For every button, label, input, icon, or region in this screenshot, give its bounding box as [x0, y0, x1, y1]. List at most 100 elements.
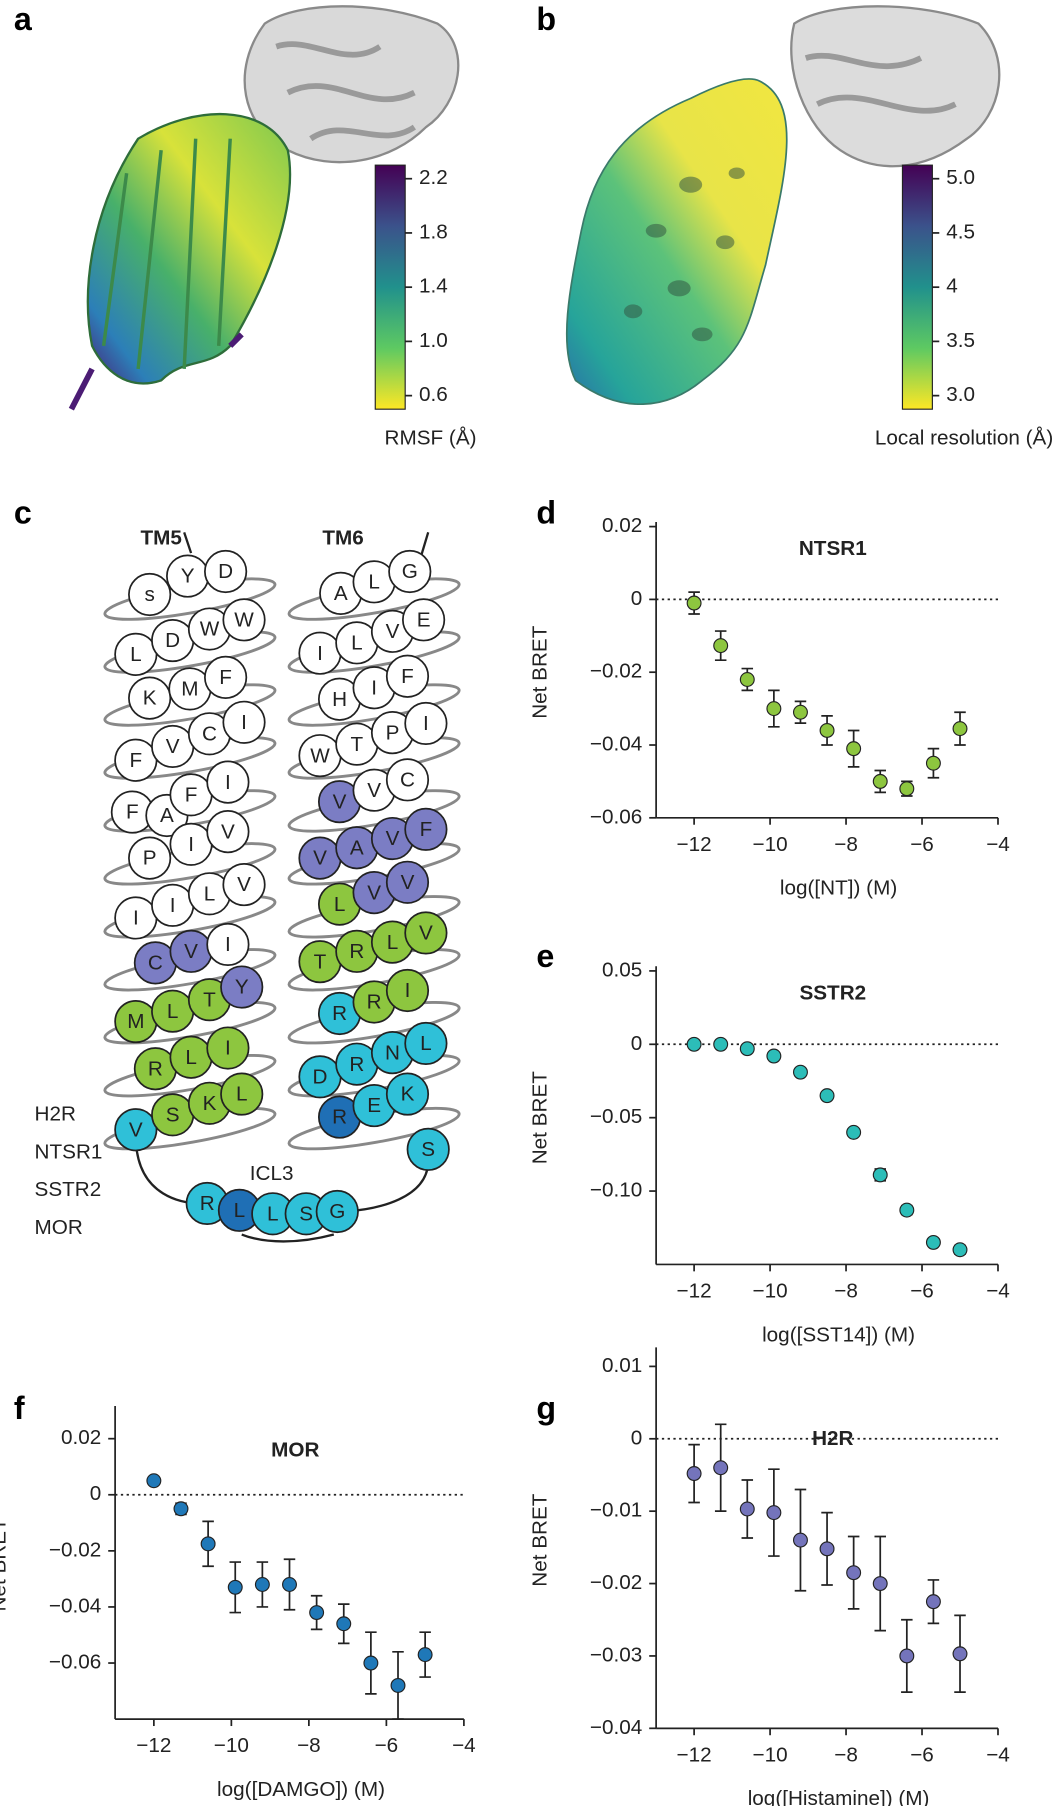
residue-letter: F	[130, 749, 143, 772]
colorbar-tick-label: 3.0	[946, 383, 975, 406]
residue-letter: P	[143, 847, 157, 870]
y-tick-label: 0	[631, 1032, 643, 1055]
residue-letter: V	[386, 827, 400, 850]
residue-letter: M	[127, 1010, 144, 1033]
residue-letter: V	[184, 940, 198, 963]
x-axis-label: log([SST14]) (M)	[762, 1323, 915, 1346]
residue-letter: I	[241, 711, 247, 734]
x-tick-label: −8	[834, 1280, 858, 1303]
data-point	[713, 1036, 729, 1052]
residue	[220, 1072, 264, 1116]
data-point	[766, 1505, 782, 1521]
residue-letter: T	[203, 988, 216, 1011]
x-tick-label: −10	[753, 833, 788, 856]
residue-letter: L	[368, 570, 380, 593]
residue-letter: L	[204, 882, 216, 905]
residue-letter: V	[401, 871, 415, 894]
residue	[206, 1026, 250, 1070]
y-tick-label: −0.02	[590, 660, 642, 683]
residue-letter: A	[160, 804, 174, 827]
residue	[404, 1021, 448, 1066]
residue-letter: C	[400, 768, 415, 791]
data-point	[925, 1594, 941, 1610]
data-point	[899, 781, 915, 797]
panel-label: c	[14, 495, 32, 531]
residue-letter: V	[129, 1118, 143, 1141]
chart-title: H2R	[812, 1427, 853, 1450]
x-tick-label: −12	[677, 1743, 712, 1766]
x-tick-label: −6	[910, 833, 934, 856]
residue	[204, 655, 248, 699]
residue	[114, 1108, 158, 1152]
colorbar-tick-label: 5.0	[946, 166, 975, 189]
panel-label: e	[536, 938, 554, 974]
residue-letter: D	[218, 560, 233, 583]
x-tick-label: −6	[910, 1743, 934, 1766]
residue	[404, 701, 448, 746]
data-point	[925, 1234, 941, 1250]
y-tick-label: −0.02	[49, 1538, 101, 1561]
residue-letter: A	[334, 582, 348, 605]
residue-letter: Y	[235, 976, 249, 999]
residue-letter: L	[351, 631, 363, 654]
residue-letter: F	[401, 665, 414, 688]
residue	[385, 1072, 430, 1116]
x-tick-label: −4	[986, 1743, 1010, 1766]
y-tick-label: −0.01	[590, 1499, 642, 1522]
y-tick-label: 0	[631, 587, 643, 610]
x-tick-label: −4	[452, 1734, 476, 1757]
residue-letter: L	[185, 1046, 197, 1069]
residue-letter: R	[349, 1053, 364, 1076]
panel-label: f	[14, 1390, 25, 1426]
residue	[128, 572, 172, 617]
colorbar-tick-label: 3.5	[946, 329, 975, 352]
colorbar-label: Local resolution (Å)	[875, 427, 1053, 450]
residue-letter: Y	[181, 565, 195, 588]
residue	[206, 760, 250, 804]
data-point	[766, 701, 782, 717]
residue-letter: K	[143, 687, 157, 710]
data-point	[739, 1041, 755, 1057]
data-point	[739, 1501, 755, 1517]
residue-letter: I	[405, 979, 411, 1002]
x-tick-label: −8	[297, 1734, 321, 1757]
x-tick-label: −6	[375, 1734, 399, 1757]
residue-letter: R	[349, 940, 364, 963]
structure-b	[565, 5, 1001, 406]
residue-letter: V	[419, 922, 433, 945]
data-point	[309, 1605, 325, 1621]
y-tick-label: 0	[90, 1482, 102, 1505]
residue-letter: K	[401, 1083, 415, 1106]
colorbar	[374, 164, 406, 410]
residue-letter: F	[219, 666, 232, 689]
residue	[385, 654, 430, 698]
x-tick-label: −10	[753, 1280, 788, 1303]
residue-letter: I	[225, 771, 231, 794]
x-axis-label: log([NT]) (M)	[780, 877, 897, 900]
data-point	[282, 1577, 297, 1592]
residue-letter: I	[133, 907, 139, 930]
residue	[220, 965, 264, 1009]
residue	[402, 598, 446, 642]
residue-letter: T	[314, 950, 327, 973]
data-point	[686, 1466, 702, 1482]
colorbar-tick-label: 1.8	[419, 220, 448, 243]
legend-entry: SSTR2	[35, 1178, 102, 1201]
residue-letter: W	[200, 618, 220, 641]
residue-letter: I	[371, 676, 377, 699]
colorbar-tick-label: 4.5	[946, 220, 975, 243]
residue-letter: W	[310, 744, 330, 767]
residue-letter: L	[267, 1202, 279, 1225]
residue-letter: E	[367, 1094, 381, 1117]
residue-letter: V	[313, 847, 327, 870]
chart-title: MOR	[271, 1438, 319, 1461]
data-point	[846, 741, 862, 757]
residue-letter: F	[126, 801, 139, 824]
data-point	[363, 1655, 379, 1671]
y-tick-label: −0.06	[590, 805, 642, 828]
residue-letter: L	[234, 1199, 246, 1222]
data-point	[925, 755, 941, 771]
residue-letter: G	[329, 1200, 345, 1223]
residue-letter: s	[144, 583, 154, 606]
residue-letter: V	[333, 790, 347, 813]
